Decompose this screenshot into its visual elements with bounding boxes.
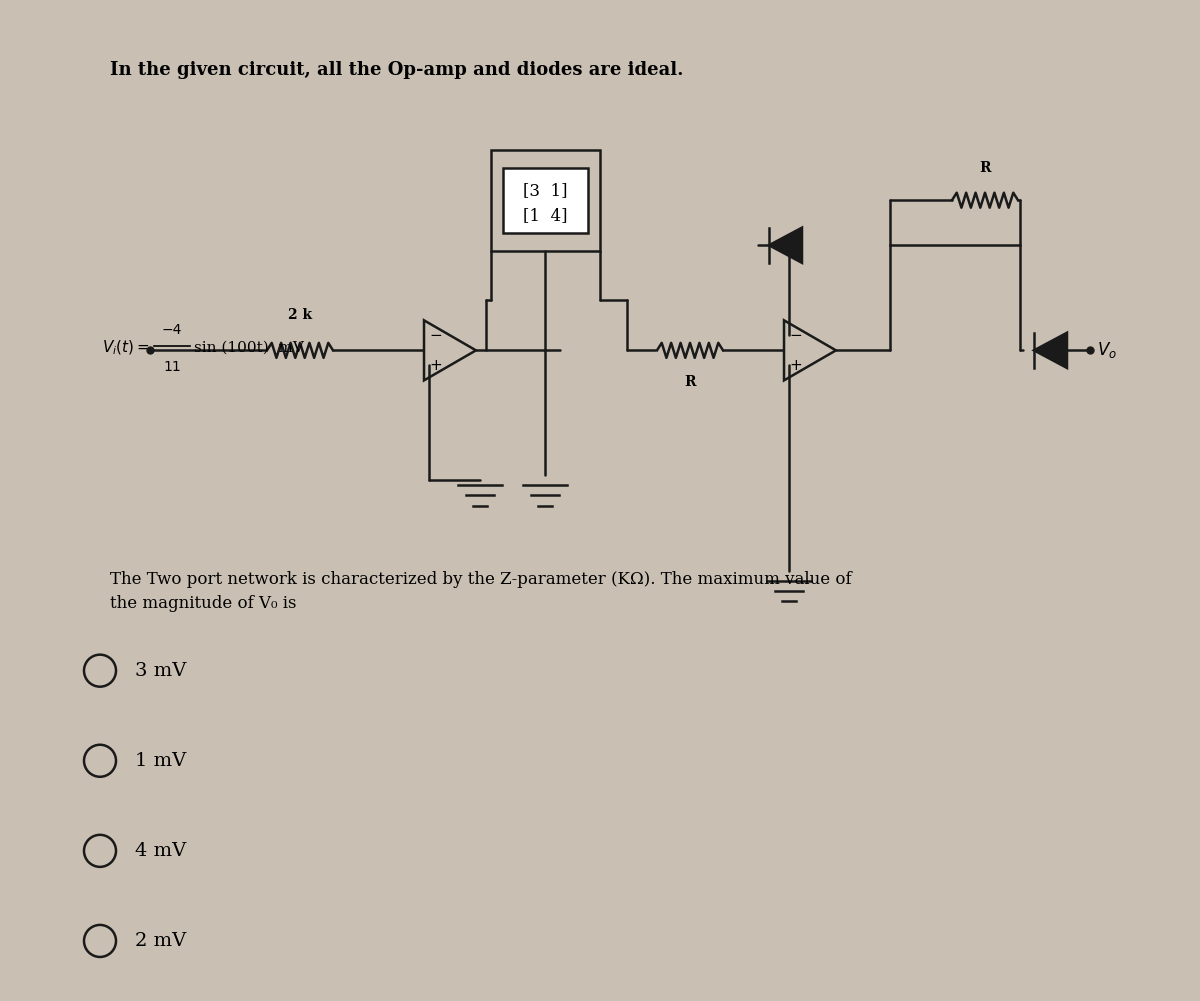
Bar	[491, 149, 600, 250]
Text: The Two port network is characterized by the Z-parameter (KΩ). The maximum value: The Two port network is characterized by…	[110, 571, 852, 613]
Polygon shape	[769, 227, 802, 263]
Text: 4 mV: 4 mV	[134, 842, 186, 860]
Text: $V_i(t) = $: $V_i(t) = $	[102, 338, 150, 356]
Text: R: R	[979, 161, 991, 175]
Text: R: R	[684, 375, 696, 389]
Text: −: −	[790, 328, 803, 342]
Text: −: −	[430, 328, 443, 342]
Text: 1 mV: 1 mV	[134, 752, 186, 770]
Text: +: +	[790, 358, 803, 372]
Text: [3  1]: [3 1]	[523, 182, 568, 198]
Text: 2 k: 2 k	[288, 308, 312, 322]
Text: −4: −4	[162, 323, 182, 337]
Text: [1  4]: [1 4]	[523, 207, 568, 223]
Text: $V_o$: $V_o$	[1097, 340, 1117, 360]
Bar	[503, 167, 588, 232]
Text: 11: 11	[163, 360, 181, 374]
Polygon shape	[1034, 332, 1067, 368]
Text: +: +	[430, 358, 443, 372]
Text: 2 mV: 2 mV	[134, 932, 186, 950]
Text: In the given circuit, all the Op-amp and diodes are ideal.: In the given circuit, all the Op-amp and…	[110, 61, 684, 79]
Text: sin (100t)  mV: sin (100t) mV	[194, 340, 304, 354]
Text: 3 mV: 3 mV	[134, 662, 186, 680]
